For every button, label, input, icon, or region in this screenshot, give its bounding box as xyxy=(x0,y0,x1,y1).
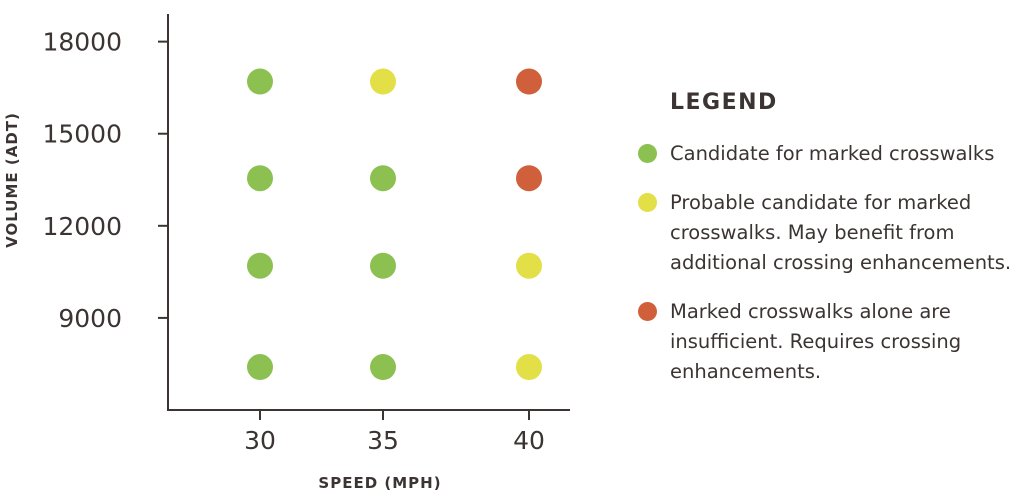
data-point-green xyxy=(247,252,273,279)
data-point-green xyxy=(370,354,396,381)
data-point-green xyxy=(247,68,273,95)
legend-item: Marked crosswalks alone are insufficient.… xyxy=(638,297,1024,387)
axes xyxy=(167,14,570,411)
x-tick-label: 40 xyxy=(513,426,545,455)
data-point-green xyxy=(370,165,396,192)
data-points xyxy=(247,68,542,381)
legend-label-line: crosswalks. May benefit from xyxy=(670,221,955,244)
legend-item: Candidate for marked crosswalks xyxy=(638,139,1024,169)
x-axis-title: SPEED (MPH) xyxy=(318,474,441,492)
legend-swatch xyxy=(638,302,657,321)
data-point-yellow xyxy=(516,354,542,381)
legend-label-line: additional crossing enhancements. xyxy=(670,251,1012,274)
data-point-green xyxy=(370,252,396,279)
legend-label: Candidate for marked crosswalks xyxy=(670,139,994,169)
legend-label-line: enhancements. xyxy=(670,360,822,383)
legend-item: Probable candidate for marked crosswalks.… xyxy=(638,188,1024,278)
legend-label: Marked crosswalks alone are insufficient.… xyxy=(670,297,961,387)
y-tick-label: 12000 xyxy=(42,212,122,241)
data-point-green xyxy=(247,165,273,192)
x-tick-label: 35 xyxy=(367,426,399,455)
chart: 18000 15000 12000 9000 30 35 40 SPEED (MPH) V… xyxy=(3,14,570,492)
legend-label-line: insufficient. Requires crossing xyxy=(670,330,962,353)
y-tick-label: 9000 xyxy=(58,304,122,333)
data-point-green xyxy=(247,354,273,381)
data-point-yellow xyxy=(516,252,542,279)
data-point-yellow xyxy=(370,68,396,95)
x-tick-label: 30 xyxy=(244,426,276,455)
legend-swatch xyxy=(638,193,657,212)
legend-title: LEGEND xyxy=(670,90,778,115)
data-point-red xyxy=(516,165,542,192)
legend-label-line: Marked crosswalks alone are xyxy=(670,300,951,323)
y-tick-label: 18000 xyxy=(42,28,122,57)
x-axis-ticks: 30 35 40 xyxy=(244,410,545,455)
data-point-red xyxy=(516,68,542,95)
legend-items: Candidate for marked crosswalks Probable … xyxy=(638,139,1024,387)
legend-label-line: Candidate for marked crosswalks xyxy=(670,142,995,165)
legend-label: Probable candidate for marked crosswalks.… xyxy=(670,188,1011,278)
legend-label-line: Probable candidate for marked xyxy=(670,191,972,214)
legend-swatch xyxy=(638,144,657,163)
y-axis-ticks: 18000 15000 12000 9000 xyxy=(42,28,168,333)
y-tick-label: 15000 xyxy=(42,120,122,149)
legend: LEGEND Candidate for marked crosswalks Pr… xyxy=(638,90,1024,406)
y-axis-title: VOLUME (ADT) xyxy=(3,112,21,248)
